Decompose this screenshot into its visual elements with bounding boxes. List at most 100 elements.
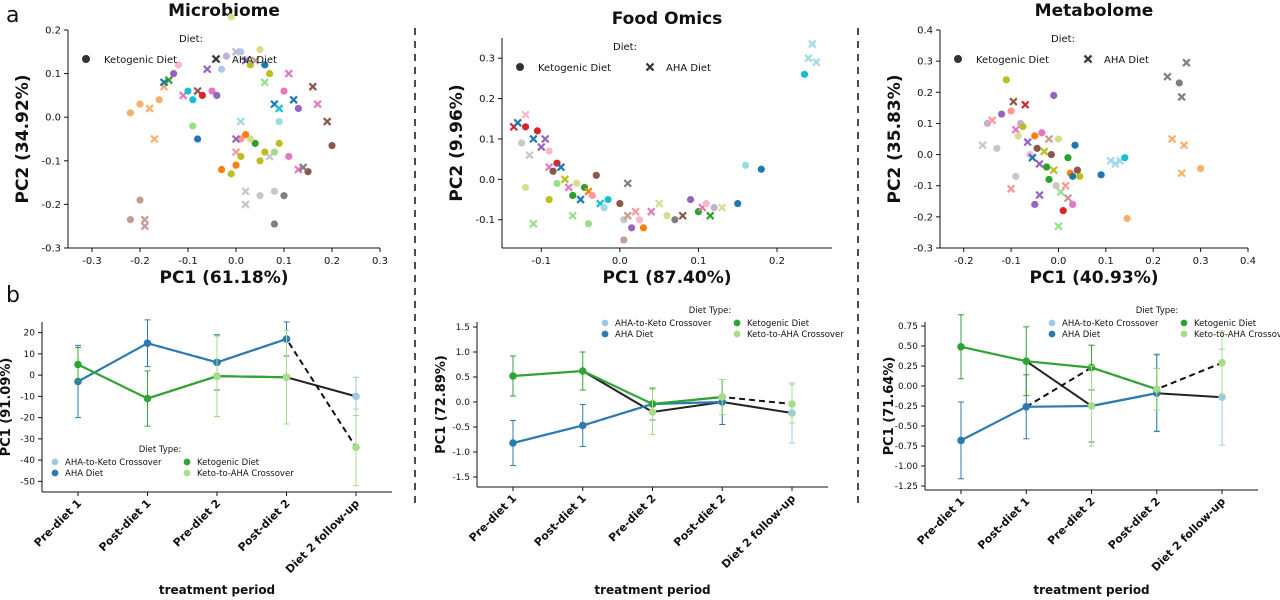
y-axis-label: PC1 (72.89%): [434, 355, 449, 454]
data-point: [592, 171, 600, 179]
data-point: [1040, 147, 1049, 156]
x-tick-label: Diet 2 follow-up: [719, 492, 798, 571]
data-point: [213, 372, 221, 380]
chart-title: Food Omics: [612, 9, 723, 29]
data-point: [702, 199, 710, 208]
y-axis-label: PC2 (35.83%): [885, 74, 905, 203]
data-point: [718, 393, 727, 401]
data-point: [261, 148, 269, 156]
legend-marker: [51, 469, 59, 477]
data-point: [957, 436, 965, 445]
data-point: [126, 109, 134, 117]
y-tick-label: -0.2: [41, 200, 61, 211]
x-tick-label: 0.2: [769, 256, 785, 267]
data-point: [1002, 76, 1010, 84]
connector-solid: [582, 370, 793, 414]
data-point: [620, 236, 628, 244]
legend-marker: [601, 330, 609, 338]
data-point: [635, 216, 644, 224]
legend-label: Ketogenic Diet: [197, 458, 260, 468]
data-point: [1059, 207, 1067, 215]
data-point: [280, 192, 288, 200]
y-tick-label: -0.1: [41, 156, 61, 167]
data-point: [993, 144, 1001, 152]
x-tick-label: Pre-diet 2: [1045, 495, 1098, 548]
panel-label-b: b: [6, 283, 20, 308]
data-point: [1021, 100, 1030, 109]
data-point: [560, 175, 570, 184]
y-tick-label: -0.25: [895, 402, 918, 412]
x-tick-label: Pre-diet 1: [467, 492, 520, 545]
data-point: [545, 147, 553, 155]
data-point: [251, 139, 259, 147]
data-point: [671, 216, 679, 224]
data-point: [261, 61, 269, 69]
data-point: [155, 96, 163, 104]
data-point: [352, 392, 360, 401]
data-point: [537, 142, 546, 152]
data-point: [521, 110, 530, 119]
data-point: [256, 46, 264, 54]
data-point: [509, 439, 517, 447]
data-point: [1019, 122, 1027, 131]
data-point: [564, 183, 573, 192]
data-point: [623, 179, 632, 188]
data-point: [509, 372, 517, 380]
y-tick-label: 0.75: [898, 322, 918, 332]
data-point: [757, 165, 765, 173]
y-tick-label: -0.3: [913, 244, 933, 255]
legend: Diet Type: AHA-to-Keto Crossover Ketogenic…: [1048, 306, 1280, 340]
series-line: [512, 400, 723, 445]
data-point: [1076, 172, 1084, 180]
data-point: [285, 152, 293, 161]
data-point: [159, 78, 169, 87]
legend-label-keto: Ketogenic Diet: [976, 55, 1049, 66]
data-point: [282, 373, 291, 382]
y-tick-label: -1.25: [895, 482, 918, 492]
legend-marker-keto: [516, 63, 524, 71]
chart-title: Microbiome: [168, 1, 280, 21]
legend-title: Diet Type:: [139, 445, 182, 455]
legend-marker-aha: [211, 54, 221, 64]
data-point: [256, 192, 264, 200]
data-point: [246, 135, 254, 143]
legend-label: Keto-to-AHA Crossover: [1194, 330, 1280, 340]
legend: Diet Type: AHA-to-Keto Crossover Ketogenic…: [51, 445, 294, 479]
data-point: [323, 117, 332, 126]
x-tick-label: Diet 2 follow-up: [283, 497, 362, 576]
data-point: [218, 65, 226, 73]
data-point: [74, 360, 82, 369]
data-point: [140, 215, 149, 224]
y-tick-label: -0.5: [452, 423, 470, 433]
x-tick-label: -0.2: [954, 256, 974, 267]
x-tick-label: -0.1: [1001, 256, 1021, 267]
data-point: [600, 204, 608, 212]
data-point: [788, 400, 796, 408]
data-point: [143, 339, 152, 348]
data-point: [1022, 403, 1031, 411]
data-point: [260, 78, 269, 87]
legend-label: AHA Diet: [65, 469, 104, 479]
x-tick-label: 0.4: [1240, 256, 1256, 267]
x-tick-label: Post-diet 1: [975, 495, 1032, 552]
x-tick-label: 0.0: [228, 256, 244, 267]
data-point: [251, 56, 260, 65]
y-tick-label: -0.2: [913, 212, 933, 223]
data-point: [308, 82, 317, 91]
scatter-panel-1: -0.3 -0.2 -0.1 0.0 0.1 0.2 0.3 -0.3 -0.2 -0.1 0.0 0…: [13, 1, 388, 288]
legend-marker: [733, 319, 741, 327]
y-tick-label: 0.3: [479, 54, 495, 65]
data-point: [1012, 172, 1020, 180]
data-point: [957, 343, 965, 351]
x-tick-label: Post-diet 2: [235, 497, 292, 554]
data-point: [1054, 222, 1063, 231]
legend-label: AHA Diet: [615, 330, 654, 340]
data-point: [1064, 154, 1072, 162]
data-point: [678, 211, 687, 220]
data-point: [1023, 137, 1032, 147]
y-tick-label: 0.1: [917, 119, 933, 130]
data-point: [533, 127, 541, 135]
